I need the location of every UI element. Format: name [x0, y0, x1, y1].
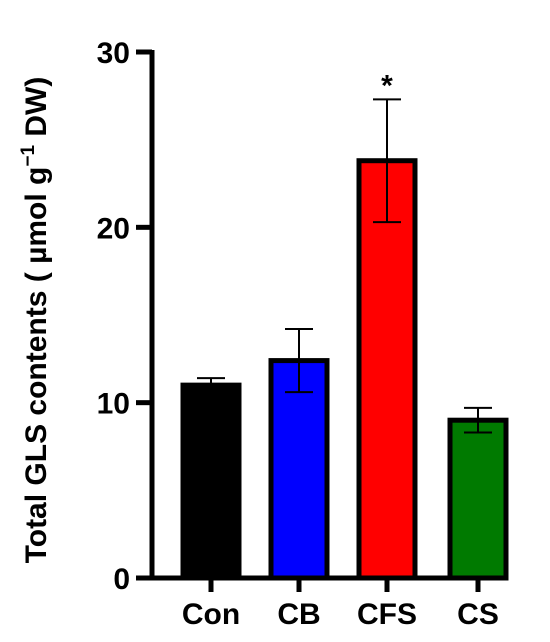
y-axis-label: Total GLS contents ( µmol g−1 DW) [18, 77, 53, 564]
bar-con [180, 382, 242, 581]
y-tick-label: 10 [97, 388, 130, 421]
significance-marker: * [381, 69, 393, 102]
bar-cb [268, 358, 330, 581]
y-axis: 0 10 20 30 [97, 37, 155, 596]
y-tick-label: 30 [97, 37, 130, 70]
y-tick-label: 0 [113, 563, 130, 596]
x-axis: Con CB CFS CS [150, 575, 500, 631]
bar-cfs [356, 158, 418, 581]
bars: * [180, 69, 509, 581]
y-axis-label-main: Total GLS contents ( µmol g [20, 167, 53, 564]
y-axis-label-superscript: −1 [18, 145, 39, 167]
y-tick-label: 20 [97, 212, 130, 245]
x-tick-label-cb: CB [277, 598, 320, 631]
x-tick-label-cs: CS [457, 598, 499, 631]
bar-cs [447, 417, 509, 581]
y-axis-label-tail: DW) [20, 77, 53, 145]
x-tick-label-con: Con [182, 598, 240, 631]
x-tick-label-cfs: CFS [357, 598, 417, 631]
